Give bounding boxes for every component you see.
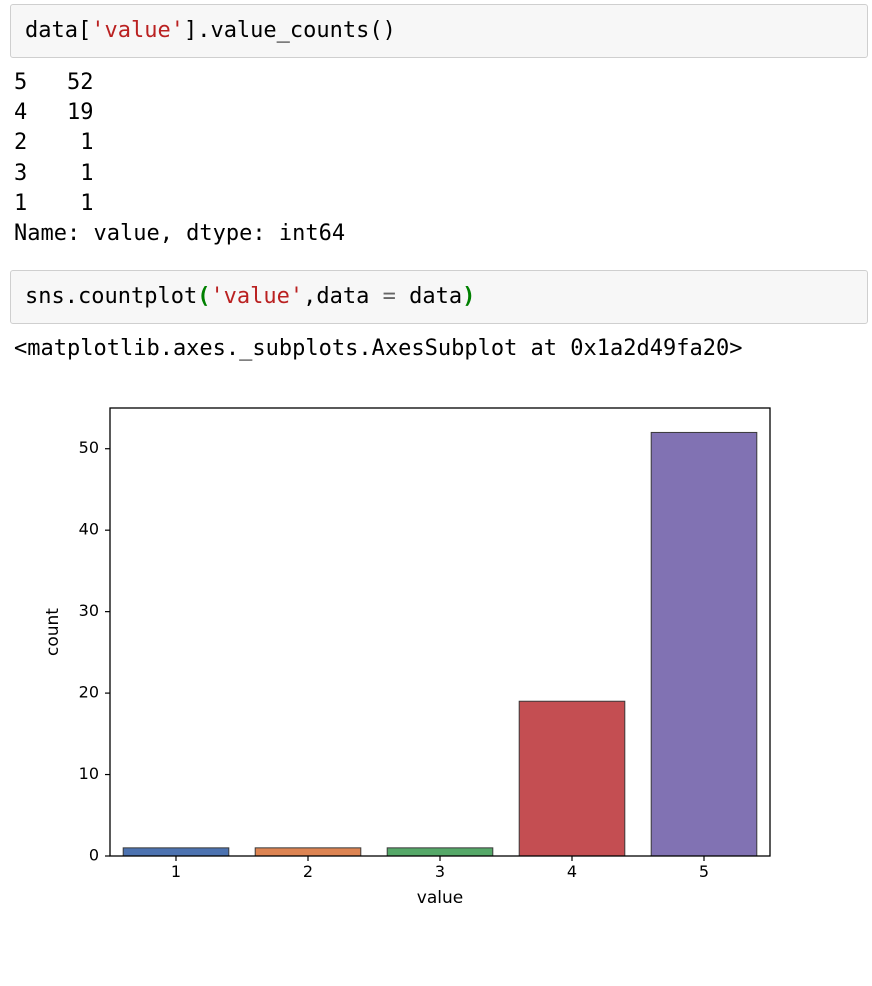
bar — [387, 848, 493, 856]
code-cell-2[interactable]: sns.countplot('value',data = data) — [10, 270, 868, 324]
code-token: ,data — [303, 284, 382, 309]
code-token: ) — [462, 284, 475, 309]
xtick-label: 1 — [171, 862, 181, 881]
xtick-label: 5 — [699, 862, 709, 881]
xtick-label: 3 — [435, 862, 445, 881]
code-token: ( — [197, 284, 210, 309]
code-token: ].value_counts() — [184, 18, 396, 43]
ytick-label: 0 — [89, 845, 99, 864]
code-token: sns.countplot — [25, 284, 197, 309]
ytick-label: 30 — [79, 601, 99, 620]
bar — [519, 701, 625, 856]
output-cell-2-repr: <matplotlib.axes._subplots.AxesSubplot a… — [14, 334, 868, 364]
ytick-label: 50 — [79, 438, 99, 457]
ytick-label: 40 — [79, 520, 99, 539]
bar — [651, 432, 757, 856]
ylabel: count — [43, 608, 63, 656]
bar — [255, 848, 361, 856]
code-token: data — [396, 284, 462, 309]
countplot-svg: 0 10 20 30 40 50 1 2 3 4 5 value count — [14, 384, 794, 924]
code-token: 'value' — [210, 284, 303, 309]
xlabel: value — [417, 888, 463, 908]
ytick-label: 10 — [79, 764, 99, 783]
xtick-label: 2 — [303, 862, 313, 881]
code-cell-1[interactable]: data['value'].value_counts() — [10, 4, 868, 58]
bar — [123, 848, 229, 856]
xtick-label: 4 — [567, 862, 577, 881]
code-token: 'value' — [91, 18, 184, 43]
code-token: = — [383, 284, 396, 309]
output-cell-1: 5 52 4 19 2 1 3 1 1 1 Name: value, dtype… — [14, 68, 868, 250]
ytick-label: 20 — [79, 682, 99, 701]
countplot-figure: 0 10 20 30 40 50 1 2 3 4 5 value count — [14, 384, 872, 924]
code-token: data[ — [25, 18, 91, 43]
